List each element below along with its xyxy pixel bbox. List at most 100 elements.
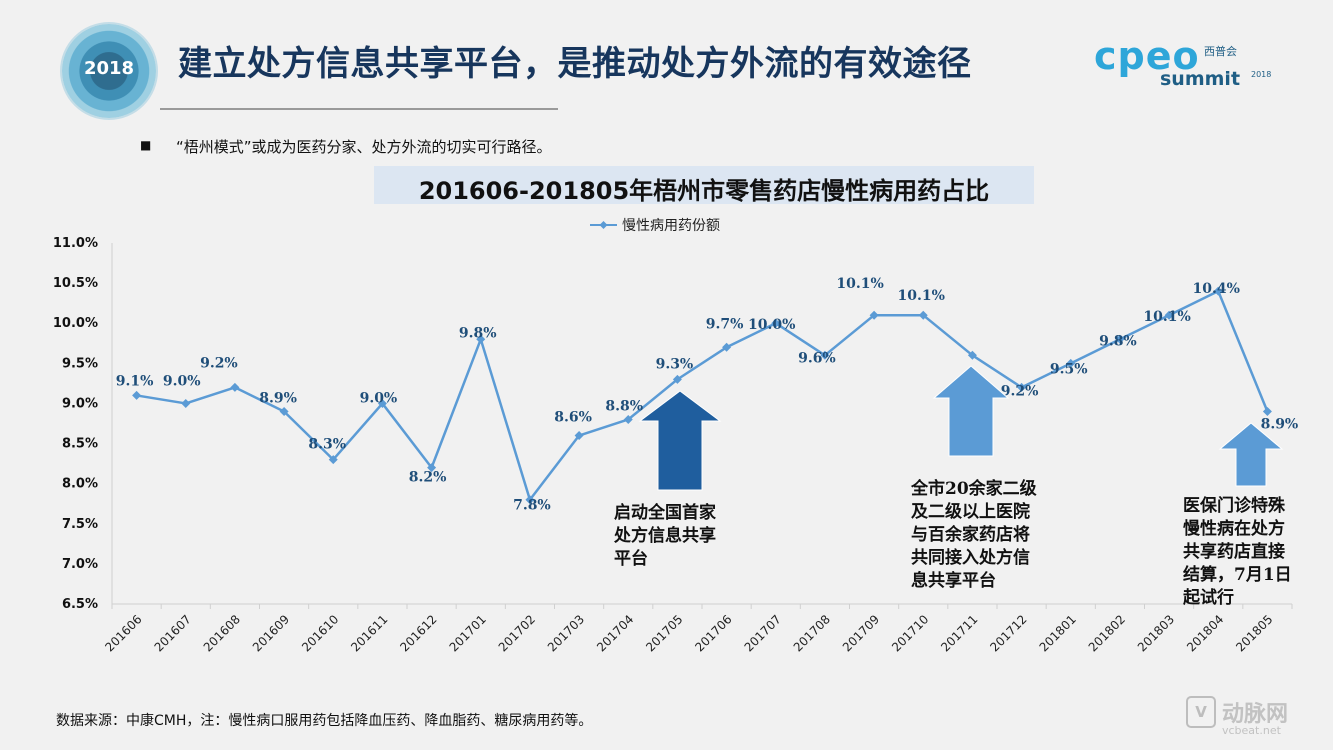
x-tick-label: 201803 [1135,612,1177,654]
watermark-url: vcbeat.net [1222,724,1281,737]
data-point [574,431,584,441]
watermark: V 动脉网 vcbeat.net [1186,692,1326,742]
data-point [820,350,830,360]
y-tick-label: 6.5% [62,597,98,612]
x-tick-label: 201802 [1086,612,1128,654]
x-tick-label: 201702 [496,612,538,654]
y-tick-label: 7.5% [62,517,98,532]
x-tick-label: 201804 [1184,612,1226,654]
annotation-text-line: 慢性病在处方 [1183,518,1285,539]
data-point [722,342,732,352]
x-tick-label: 201709 [840,612,882,654]
data-label: 8.9% [1261,416,1299,432]
data-label: 10.0% [748,317,795,333]
series-line [136,289,1269,501]
data-point [1213,286,1223,296]
x-tick-label: 201712 [987,612,1029,654]
data-label: 8.8% [605,398,643,414]
data-label: 10.1% [898,288,945,304]
page-title: 建立处方信息共享平台，是推动处方外流的有效途径 [178,44,972,84]
data-label: 8.2% [409,470,447,486]
data-label: 9.0% [360,390,398,406]
data-label: 10.1% [836,276,883,292]
data-point [377,398,387,408]
data-point [181,398,191,408]
data-label: 9.2% [200,355,238,371]
watermark-logo-icon: V [1186,696,1216,728]
data-label: 9.6% [798,350,836,366]
chart-title-box: 201606-201805年梧州市零售药店慢性病用药占比 [374,166,1034,205]
data-point [230,382,240,392]
y-tick-label: 9.5% [62,356,98,371]
annotation-text-line: 全市20余家二级 [910,478,1037,499]
legend-marker [599,221,608,229]
x-tick-label: 201805 [1233,612,1275,654]
bullet-text: “梧州模式”或成为医药分家、处方外流的切实可行路径。 [176,138,552,156]
legend-label: 慢性病用药份额 [622,217,720,234]
y-tick-label: 7.0% [62,557,98,572]
data-label: 9.8% [1099,333,1137,349]
data-point [1164,310,1174,320]
data-label: 9.5% [1050,361,1088,377]
data-point [1262,406,1272,416]
y-tick-label: 10.5% [53,276,98,291]
annotation-text-line: 与百余家药店将 [911,524,1030,545]
x-tick-label: 201710 [889,612,931,654]
annotation-text-line: 起试行 [1182,587,1234,608]
data-point [279,406,289,416]
data-label: 10.1% [1143,309,1190,325]
data-label: 8.6% [554,410,592,426]
x-tick-label: 201801 [1037,612,1079,654]
bullet-icon: ■ [140,138,152,152]
y-tick-label: 9.0% [62,396,98,411]
data-point [1115,334,1125,344]
annotation-text-line: 处方信息共享 [613,525,716,546]
logo-year-text: 2018 [1251,70,1272,79]
x-tick-label: 201608 [201,612,243,654]
data-point [918,310,928,320]
annotation-text-line: 及二级以上医院 [911,501,1030,522]
data-label: 9.7% [706,316,744,332]
x-tick-label: 201611 [348,612,390,654]
data-label: 9.3% [656,356,694,372]
x-tick-label: 201711 [938,612,980,654]
annotation-text-line: 医保门诊特殊 [1183,495,1286,516]
x-tick-label: 201705 [643,612,685,654]
data-point [476,334,486,344]
annotation-text-line: 平台 [614,548,648,569]
data-point [623,414,633,424]
annotation-text-line: 启动全国首家 [614,502,716,523]
data-label: 8.3% [308,437,346,453]
x-tick-label: 201707 [742,612,784,654]
year-badge: 2018 [62,24,156,118]
data-label: 9.1% [116,373,154,389]
annotation-text-line: 共享药店直接 [1183,541,1285,562]
annotation-arrow-up-icon [932,365,1010,457]
data-label: 10.4% [1193,281,1240,297]
x-tick-label: 201606 [102,612,144,654]
data-point [869,310,879,320]
data-label: 9.0% [163,373,201,389]
data-point [132,390,142,400]
annotation-text-line: 共同接入处方信 [911,547,1030,568]
x-tick-label: 201610 [299,612,341,654]
data-point [967,350,977,360]
x-tick-label: 201607 [152,612,194,654]
annotation-arrow-up-icon [638,390,722,491]
data-label: 8.9% [259,390,297,406]
x-tick-label: 201701 [447,612,489,654]
x-tick-label: 201706 [692,612,734,654]
x-tick-label: 201703 [545,612,587,654]
chart-title: 201606-201805年梧州市零售药店慢性病用药占比 [418,177,990,205]
data-point [672,374,682,384]
x-tick-label: 201704 [594,612,636,654]
annotation-text-line: 息共享平台 [911,570,996,591]
annotation-text-line: 结算，7月1日 [1183,564,1292,585]
y-tick-label: 8.0% [62,477,98,492]
data-point [525,495,535,505]
y-tick-label: 10.0% [53,316,98,331]
data-point [771,318,781,328]
x-tick-label: 201708 [791,612,833,654]
data-label: 9.2% [1001,383,1039,399]
